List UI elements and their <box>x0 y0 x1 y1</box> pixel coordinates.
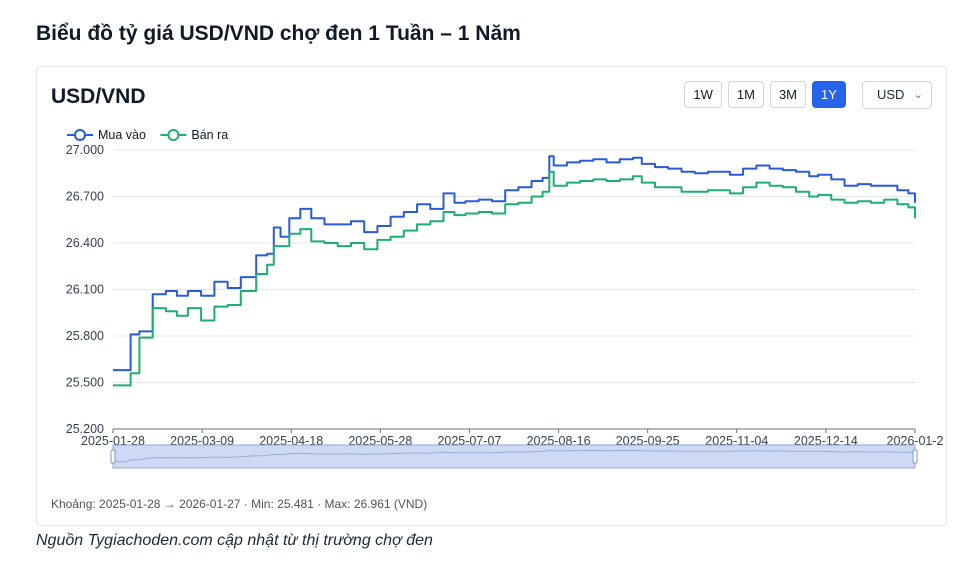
series-lines <box>113 155 916 387</box>
zoom-handle-right <box>912 449 918 464</box>
range-summary: Khoảng: 2025-01-28 → 2026-01-27 · Min: 2… <box>51 497 428 511</box>
currency-pair-label: USD/VND <box>51 85 146 108</box>
grid-lines <box>113 149 915 430</box>
y-tick-label: 26.100 <box>66 283 104 297</box>
range-button-1y[interactable]: 1Y <box>812 81 846 108</box>
legend-label: Mua vào <box>98 128 146 142</box>
range-button-1m[interactable]: 1M <box>727 81 764 108</box>
y-tick-label: 25.800 <box>66 329 104 343</box>
range-button-1w[interactable]: 1W <box>684 81 722 108</box>
chart-card: USD/VND 1W 1M 3M 1Y USD ⌄ 25.200 25.500 25… <box>36 66 947 526</box>
series-line-ban-ra <box>113 170 916 387</box>
zoom-handle-left <box>110 449 116 464</box>
legend-item: Mua vào <box>67 128 146 142</box>
legend-item: Bán ra <box>160 128 228 142</box>
currency-select-value: USD <box>877 87 905 102</box>
legend-marker-icon <box>167 129 180 141</box>
legend-marker-icon <box>74 129 86 141</box>
legend: Mua vào Bán ra <box>67 128 228 142</box>
range-button-3m[interactable]: 3M <box>769 81 806 108</box>
zoom-selection <box>112 444 916 469</box>
page-title: Biểu đồ tỷ giá USD/VND chợ đen 1 Tuần – … <box>36 22 521 45</box>
range-selector: 1W 1M 3M 1Y <box>684 81 846 108</box>
legend-label: Bán ra <box>191 128 228 142</box>
y-tick-label: 26.700 <box>66 190 104 204</box>
source-note: Nguồn Tygiachoden.com cập nhật từ thị tr… <box>36 532 433 549</box>
y-tick-label: 26.400 <box>66 236 104 250</box>
y-tick-label: 25.200 <box>66 422 104 436</box>
series-line-mua-vao <box>113 155 916 372</box>
y-tick-label: 27.000 <box>66 143 104 157</box>
y-tick-label: 25.500 <box>66 376 104 390</box>
currency-select[interactable]: USD ⌄ <box>862 81 932 109</box>
zoom-preview-line <box>113 449 916 463</box>
chevron-down-icon: ⌄ <box>913 89 923 101</box>
line-chart: 25.200 25.500 25.800 26.100 26.400 26.700 27.0… <box>66 128 944 469</box>
zoom-slider[interactable] <box>110 444 918 469</box>
y-axis: 25.200 25.500 25.800 26.100 26.400 26.700 27.0… <box>66 143 104 436</box>
